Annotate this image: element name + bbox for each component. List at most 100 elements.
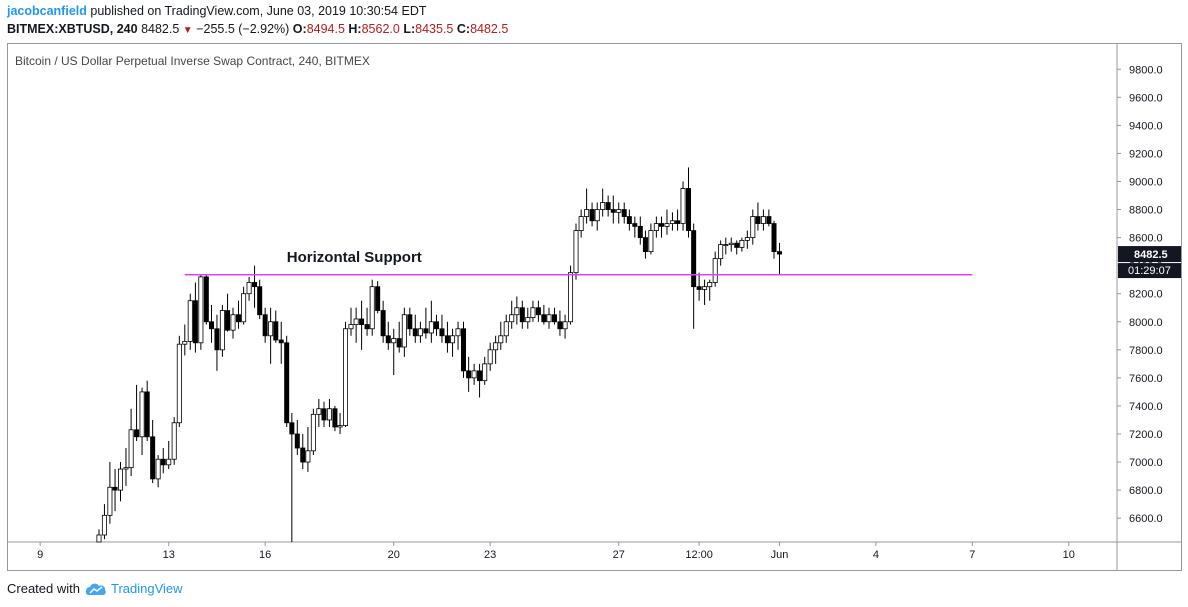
- time-tick-label: 4: [873, 549, 879, 561]
- publish-header: jacobcanfield published on TradingView.c…: [7, 4, 426, 18]
- candle-body-up: [450, 335, 456, 344]
- candle-body-up: [187, 300, 193, 342]
- price-axis[interactable]: 6600.0 6800.0 7000.0 7200.0 7400.0 7600.0 7800…: [1117, 64, 1163, 525]
- candle-body-down: [112, 486, 118, 491]
- price-tags: 8482.5 01:29:07: [1118, 246, 1181, 279]
- candle-body-down: [359, 318, 365, 325]
- time-tick-label: 23: [484, 549, 496, 561]
- candle: [182, 324, 188, 356]
- candle: [621, 202, 627, 224]
- candle: [471, 363, 477, 385]
- candle-body-down: [380, 310, 386, 337]
- candle: [364, 307, 370, 336]
- candle-body-up: [487, 349, 493, 365]
- candle-body-up: [739, 239, 745, 248]
- candle-body-down: [610, 209, 616, 213]
- candle: [160, 448, 166, 474]
- candle: [433, 314, 439, 336]
- candle-body-up: [578, 216, 584, 231]
- candle: [144, 380, 150, 441]
- author-link[interactable]: jacobcanfield: [7, 4, 87, 18]
- candle: [450, 328, 456, 357]
- candle-body-down: [144, 391, 150, 438]
- candle-body-down: [632, 223, 638, 227]
- countdown-tag: [1118, 263, 1181, 279]
- candle: [401, 307, 407, 357]
- candle: [150, 419, 156, 484]
- candle: [686, 167, 692, 238]
- candle-body-up: [230, 314, 236, 331]
- tradingview-brand-link[interactable]: TradingView: [110, 581, 183, 596]
- candle-body-down: [766, 216, 772, 224]
- candle-body-down: [289, 422, 295, 435]
- time-tick-label: 13: [163, 549, 175, 561]
- support-annotation[interactable]: Horizontal Support: [184, 249, 973, 276]
- candle: [343, 321, 349, 427]
- candle-body-down: [150, 436, 156, 480]
- price-tick-label: 9600.0: [1129, 92, 1163, 104]
- price-tick-label: 7200.0: [1129, 429, 1163, 441]
- tradingview-logo-icon[interactable]: [85, 582, 107, 596]
- candle: [337, 412, 343, 434]
- last-price-tag-label: 8482.5: [1134, 249, 1168, 261]
- price-tick-label: 9400.0: [1129, 120, 1163, 132]
- candle-body-down: [192, 300, 198, 344]
- candles-group: [96, 167, 782, 543]
- candle-body-up: [498, 335, 504, 344]
- price-tick-label: 6800.0: [1129, 485, 1163, 497]
- candle: [541, 304, 547, 325]
- candle-body-up: [568, 272, 574, 323]
- candle-body-down: [396, 338, 402, 348]
- candle: [616, 202, 622, 224]
- time-tick-label: 10: [1063, 549, 1075, 561]
- price-tick-label: 6600.0: [1129, 513, 1163, 525]
- candle-body-up: [176, 343, 182, 424]
- candle-body-up: [268, 321, 274, 337]
- time-axis[interactable]: 9 13 16 20 23 27 12:00 Jun 4 7 10: [37, 542, 1075, 561]
- candle: [594, 202, 600, 231]
- candle-body-up: [600, 202, 606, 210]
- candle: [321, 401, 327, 427]
- candle-body-up: [594, 209, 600, 222]
- candle-body-down: [412, 328, 418, 337]
- price-tick-label: 9000.0: [1129, 176, 1163, 188]
- candle: [498, 321, 504, 350]
- candle-body-down: [621, 209, 627, 217]
- candle-body-down: [519, 307, 525, 323]
- candle-body-down: [460, 328, 466, 372]
- candle: [493, 335, 499, 364]
- candle-body-up: [573, 230, 579, 274]
- symbol-label: BITMEX:XBTUSD, 240: [7, 22, 138, 36]
- candle: [289, 412, 295, 542]
- candle: [600, 188, 606, 217]
- candle: [391, 328, 397, 376]
- candle-body-up: [760, 216, 766, 224]
- candle-body-down: [734, 242, 740, 248]
- candle: [642, 230, 648, 259]
- candle: [551, 307, 557, 325]
- candle: [675, 209, 681, 231]
- candle-body-down: [439, 328, 445, 337]
- candle-body-down: [755, 216, 761, 224]
- candle: [225, 293, 231, 332]
- price-tick-label: 8000.0: [1129, 317, 1163, 329]
- candle: [176, 335, 182, 427]
- candlestick-chart[interactable]: Bitcoin / US Dollar Perpetual Inverse Sw…: [7, 43, 1182, 571]
- candle: [155, 455, 161, 488]
- chart-container[interactable]: Bitcoin / US Dollar Perpetual Inverse Sw…: [7, 43, 1182, 571]
- candle: [359, 300, 365, 350]
- down-triangle-icon: ▼: [182, 25, 193, 36]
- candle: [203, 274, 209, 325]
- candle-body-down: [134, 429, 140, 438]
- created-with-text: Created with: [7, 581, 80, 596]
- candle-body-up: [198, 276, 204, 344]
- candle: [396, 321, 402, 353]
- low-label: L:: [403, 22, 416, 36]
- candle-body-down: [477, 370, 483, 382]
- candle: [192, 282, 198, 353]
- candle-body-up: [702, 286, 708, 290]
- candle: [348, 307, 354, 336]
- candle: [482, 356, 488, 385]
- candle: [659, 216, 665, 238]
- candle-body-up: [455, 328, 461, 337]
